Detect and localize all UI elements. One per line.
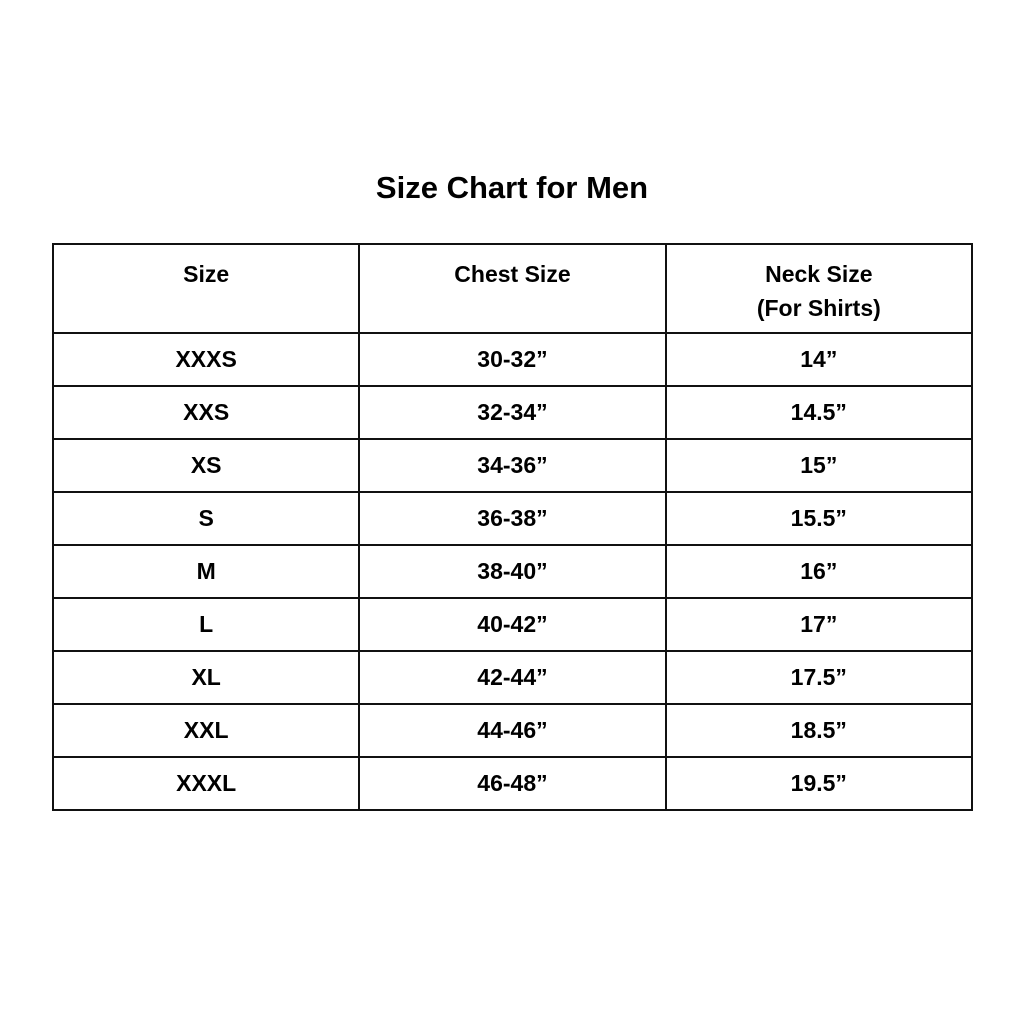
table-row: M 38-40” 16” — [51, 544, 974, 599]
table-row: XL 42-44” 17.5” — [51, 650, 974, 705]
neck-size-cell: 17” — [664, 597, 974, 652]
chest-size-cell: 42-44” — [358, 650, 667, 705]
size-cell: S — [51, 491, 361, 546]
size-cell: XL — [51, 650, 361, 705]
size-cell: XXXS — [51, 332, 361, 387]
table-row: XXL 44-46” 18.5” — [51, 703, 974, 758]
header-size: Size — [51, 243, 361, 334]
neck-size-cell: 17.5” — [664, 650, 974, 705]
neck-size-cell: 15” — [664, 438, 974, 493]
table-row: XXS 32-34” 14.5” — [51, 385, 974, 440]
header-row: Size Chest Size Neck Size (For Shirts) — [51, 243, 974, 334]
chest-size-cell: 30-32” — [358, 332, 667, 387]
neck-size-cell: 15.5” — [664, 491, 974, 546]
chest-size-cell: 40-42” — [358, 597, 667, 652]
size-cell: L — [51, 597, 361, 652]
neck-size-cell: 14.5” — [664, 385, 974, 440]
chest-size-cell: 32-34” — [358, 385, 667, 440]
neck-size-cell: 16” — [664, 544, 974, 599]
size-cell: M — [51, 544, 361, 599]
header-chest-size: Chest Size — [358, 243, 667, 334]
size-chart-table: Size Chest Size Neck Size (For Shirts) X… — [51, 243, 974, 811]
header-neck-size-label: Neck Size — [765, 261, 873, 287]
table-row: XXXS 30-32” 14” — [51, 332, 974, 387]
header-neck-size: Neck Size (For Shirts) — [664, 243, 974, 334]
table-row: L 40-42” 17” — [51, 597, 974, 652]
table-row: S 36-38” 15.5” — [51, 491, 974, 546]
page-title: Size Chart for Men — [375, 170, 649, 205]
chest-size-cell: 36-38” — [358, 491, 667, 546]
size-cell: XXL — [51, 703, 361, 758]
neck-size-cell: 14” — [664, 332, 974, 387]
neck-size-cell: 18.5” — [664, 703, 974, 758]
neck-size-cell: 19.5” — [664, 756, 974, 811]
size-cell: XS — [51, 438, 361, 493]
chest-size-cell: 38-40” — [358, 544, 667, 599]
chest-size-cell: 44-46” — [358, 703, 667, 758]
size-cell: XXXL — [51, 756, 361, 811]
header-neck-size-note: (For Shirts) — [756, 295, 881, 321]
size-cell: XXS — [51, 385, 361, 440]
table-row: XXXL 46-48” 19.5” — [51, 756, 974, 811]
chest-size-cell: 46-48” — [358, 756, 667, 811]
chest-size-cell: 34-36” — [358, 438, 667, 493]
table-row: XS 34-36” 15” — [51, 438, 974, 493]
